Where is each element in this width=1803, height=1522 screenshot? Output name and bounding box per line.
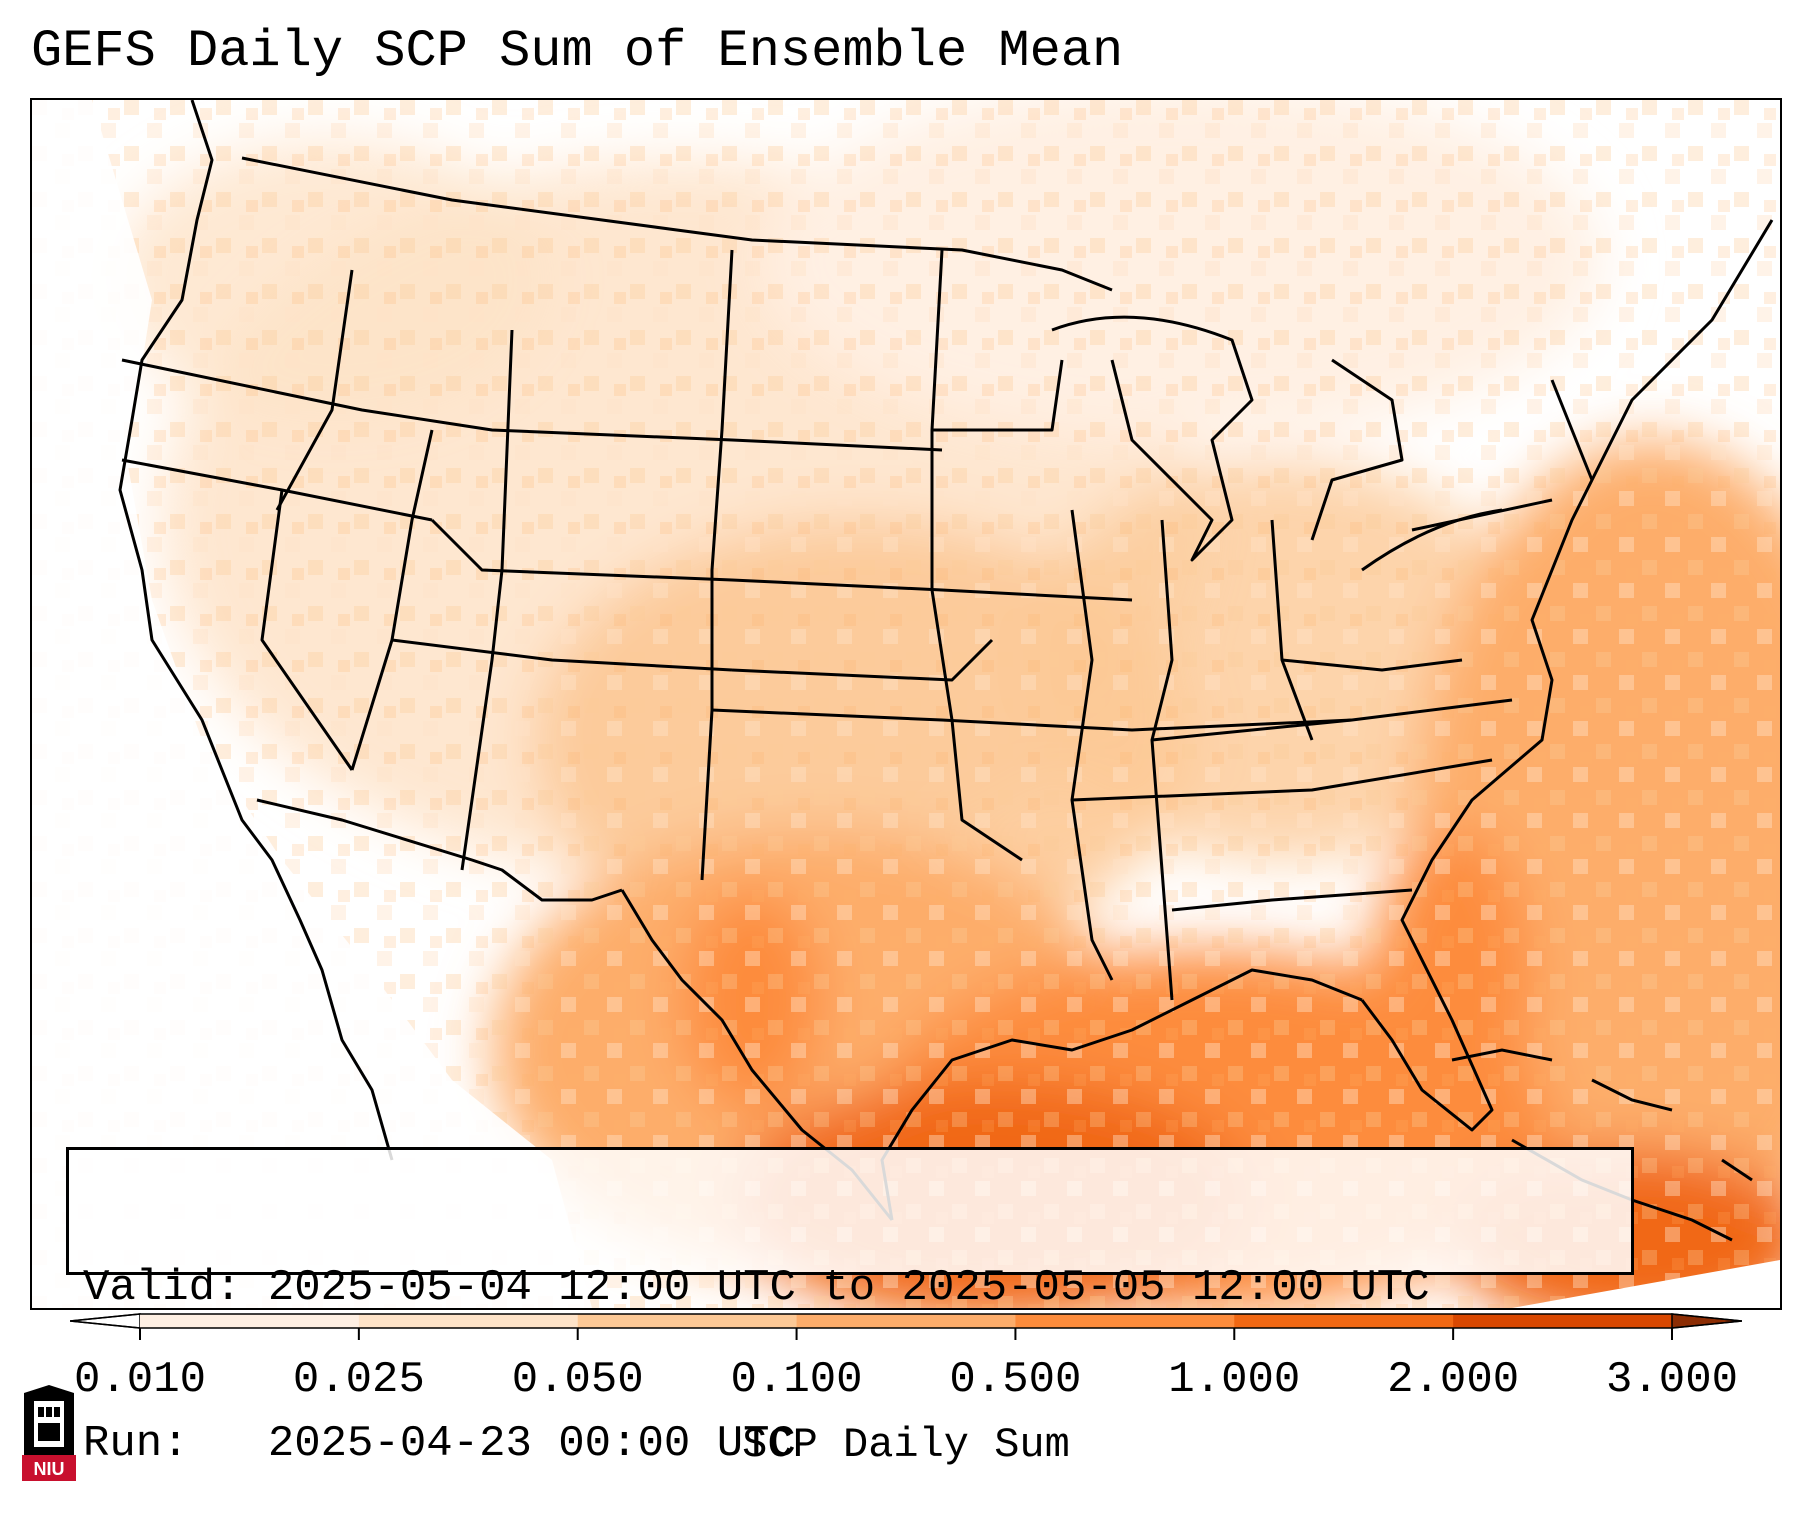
chart-title: GEFS Daily SCP Sum of Ensemble Mean (31, 22, 1124, 81)
colorbar-segment-1 (358, 1314, 579, 1328)
valid-run-info-box: Valid: 2025-05-04 12:00 UTC to 2025-05-0… (66, 1147, 1634, 1469)
colorbar-segment-4 (1015, 1314, 1235, 1328)
colorbar (70, 1313, 1742, 1340)
colorbar-tick-label: 2.000 (1387, 1355, 1520, 1405)
colorbar-tick-label: 0.500 (949, 1355, 1082, 1405)
run-time-text: Run: 2025-04-23 00:00 UTC (83, 1419, 796, 1469)
niu-logo: NIU (22, 1385, 76, 1481)
colorbar-label: SCP Daily Sum (742, 1421, 1070, 1469)
colorbar-tick-label: 3.000 (1605, 1355, 1739, 1405)
colorbar-tick-label: 0.025 (292, 1355, 425, 1405)
colorbar-over-triangle (1671, 1313, 1742, 1329)
colorbar-segment-5 (1234, 1314, 1454, 1328)
colorbar-tick-label: 0.050 (511, 1355, 644, 1405)
colorbar-tick-label: 0.010 (73, 1355, 207, 1405)
scp-map (32, 100, 1780, 1308)
logo-text: NIU (34, 1459, 65, 1479)
colorbar-under-triangle (70, 1313, 141, 1329)
colorbar-segment-0 (140, 1314, 360, 1328)
colorbar-segment-2 (577, 1314, 798, 1328)
colorbar-tick-label: 1.000 (1168, 1355, 1301, 1405)
colorbar-tick-label: 0.100 (730, 1355, 863, 1405)
map-frame (30, 98, 1782, 1310)
colorbar-segment-3 (796, 1314, 1016, 1328)
valid-time-text: Valid: 2025-05-04 12:00 UTC to 2025-05-0… (83, 1263, 1430, 1313)
colorbar-segment-6 (1453, 1314, 1673, 1328)
